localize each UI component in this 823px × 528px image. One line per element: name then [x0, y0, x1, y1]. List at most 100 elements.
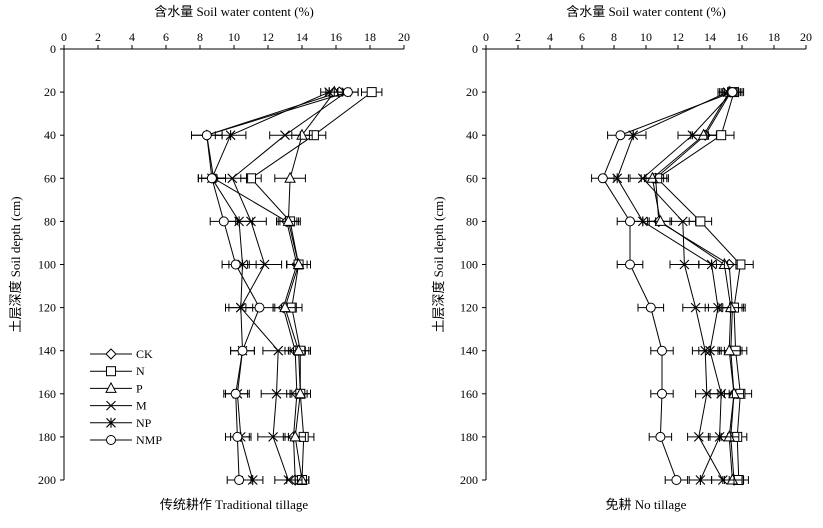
legend-marker-np — [106, 417, 116, 428]
y-tick-label: 0 — [50, 42, 56, 56]
data-point-np — [706, 259, 717, 270]
y-tick-label: 140 — [38, 344, 56, 358]
panel-caption: 传统耕作 Traditional tillage — [160, 497, 309, 512]
series-line-ck — [655, 91, 735, 481]
data-point-nmp — [625, 216, 635, 227]
legend-item-m: M — [90, 399, 147, 413]
data-point-m — [687, 130, 698, 141]
legend-marker-nmp — [106, 435, 116, 445]
data-point-nmp — [597, 173, 608, 184]
y-tick-label: 100 — [460, 258, 478, 272]
data-point-nmp — [342, 87, 353, 98]
x-tick-label: 2 — [515, 30, 521, 44]
series-ck — [643, 86, 745, 486]
y-tick-label: 40 — [44, 128, 56, 142]
data-point-p — [284, 171, 296, 183]
data-point-p — [294, 387, 307, 399]
x-tick-label: 0 — [61, 30, 67, 44]
data-point-m — [283, 475, 294, 485]
series-m — [216, 87, 359, 485]
legend-marker-n — [106, 366, 116, 377]
data-point-m — [271, 388, 282, 399]
y-tick-label: 180 — [460, 430, 478, 444]
series-nmp — [191, 87, 359, 485]
y-tick-label: 80 — [466, 214, 478, 228]
x-tick-label: 2 — [95, 30, 101, 44]
y-tick-label: 200 — [460, 473, 478, 487]
legend-item-n: N — [90, 364, 145, 378]
data-point-m — [259, 259, 270, 270]
data-point-m — [677, 216, 688, 227]
data-point-nmp — [625, 259, 635, 270]
x-tick-label: 14 — [704, 30, 716, 44]
y-tick-label: 40 — [466, 128, 478, 142]
legend-item-nmp: NMP — [90, 433, 162, 447]
series-line-np — [616, 91, 728, 481]
y-tick-label: 200 — [38, 473, 56, 487]
x-tick-label: 18 — [364, 30, 376, 44]
x-tick-label: 10 — [228, 30, 240, 44]
data-point-nmp — [232, 431, 243, 442]
data-point-nmp — [645, 302, 656, 313]
data-point-nmp — [230, 259, 241, 270]
y-tick-label: 20 — [466, 85, 478, 99]
x-tick-label: 16 — [330, 30, 342, 44]
data-point-m — [280, 130, 290, 141]
x-tick-label: 16 — [736, 30, 748, 44]
data-point-n — [366, 87, 377, 98]
data-point-np — [716, 388, 727, 399]
series-line-np — [211, 91, 330, 481]
data-point-nmp — [201, 130, 212, 141]
data-point-p — [282, 214, 295, 226]
x-tick-label: 8 — [197, 30, 203, 44]
series-line-m — [231, 91, 347, 481]
series-n — [240, 87, 383, 485]
data-point-m — [717, 475, 728, 485]
legend-item-ck: CK — [90, 347, 153, 361]
data-point-m — [227, 173, 238, 184]
y-axis-title: 土层深度 Soil depth (cm) — [8, 196, 23, 332]
y-tick-label: 100 — [38, 258, 56, 272]
data-point-p — [728, 387, 740, 399]
data-point-m — [679, 259, 690, 270]
legend-label: NMP — [136, 433, 162, 447]
series-line-n — [656, 91, 741, 481]
series-nmp — [591, 87, 743, 485]
data-point-nmp — [657, 345, 667, 356]
y-tick-label: 20 — [44, 85, 56, 99]
data-point-p — [646, 171, 659, 183]
data-point-n — [716, 130, 727, 141]
x-tick-label: 4 — [547, 30, 553, 44]
data-point-p — [296, 128, 308, 140]
data-point-np — [705, 345, 715, 356]
data-point-nmp — [206, 173, 217, 184]
data-point-nmp — [727, 87, 738, 98]
data-point-p — [289, 430, 302, 442]
series-line-p — [284, 91, 335, 481]
data-point-p — [697, 128, 710, 140]
x-tick-label: 12 — [262, 30, 274, 44]
data-point-p — [726, 473, 739, 485]
data-point-m — [693, 432, 704, 442]
data-point-np — [324, 87, 335, 98]
legend-label: P — [136, 381, 143, 395]
series-line-ck — [206, 91, 340, 481]
legend-label: CK — [136, 347, 153, 361]
x-tick-label: 18 — [768, 30, 780, 44]
series-line-nmp — [602, 91, 733, 481]
legend-marker-p — [105, 381, 117, 393]
x-axis-title: 含水量 Soil water content (%) — [566, 4, 726, 19]
data-point-p — [723, 430, 736, 442]
data-point-np — [225, 130, 236, 141]
data-point-m — [268, 432, 278, 442]
x-tick-label: 20 — [398, 30, 410, 44]
data-point-m — [637, 173, 648, 184]
y-tick-label: 0 — [472, 42, 478, 56]
y-tick-label: 60 — [466, 171, 478, 185]
x-tick-label: 8 — [611, 30, 617, 44]
data-point-nmp — [615, 130, 626, 141]
data-point-nmp — [230, 388, 241, 399]
legend-item-p: P — [90, 381, 143, 395]
x-axis-title: 含水量 Soil water content (%) — [154, 4, 314, 19]
